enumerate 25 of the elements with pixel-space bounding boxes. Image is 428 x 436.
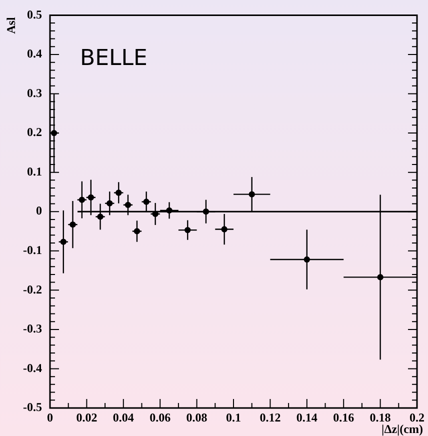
y-tick-label: 0.4 — [27, 46, 42, 61]
annotation: BELLE — [80, 46, 148, 71]
y-tick-label: 0.5 — [27, 7, 42, 22]
x-tick-label: 0.12 — [260, 410, 281, 424]
x-tick-label: 0.06 — [150, 410, 171, 424]
x-axis-title: |Δz|(cm) — [382, 422, 423, 436]
y-tick-label: 0.3 — [27, 86, 42, 100]
x-tick-label: 0.14 — [296, 410, 318, 424]
y-tick-label: -0.4 — [23, 360, 42, 375]
y-tick-label: -0.2 — [23, 282, 42, 296]
x-tick-label: 0.04 — [112, 410, 134, 424]
x-tick-label: 0.18 — [370, 410, 391, 424]
y-tick-label: -0.3 — [23, 322, 42, 336]
y-tick-label: -0.1 — [23, 242, 42, 257]
x-tick-label: 0 — [47, 410, 53, 424]
y-tick-label: 0.2 — [27, 125, 42, 140]
y-axis-title: Asl — [4, 16, 18, 34]
y-tick-label: -0.5 — [23, 400, 42, 414]
y-tick-label: 0 — [36, 204, 42, 218]
y-tick-label: 0.1 — [27, 164, 42, 178]
x-tick-label: 0.2 — [410, 410, 424, 424]
x-tick-label: 0.1 — [226, 410, 241, 424]
x-tick-label: 0.02 — [76, 410, 98, 424]
x-tick-label: 0.16 — [333, 410, 354, 424]
x-tick-label: 0.08 — [186, 410, 208, 424]
